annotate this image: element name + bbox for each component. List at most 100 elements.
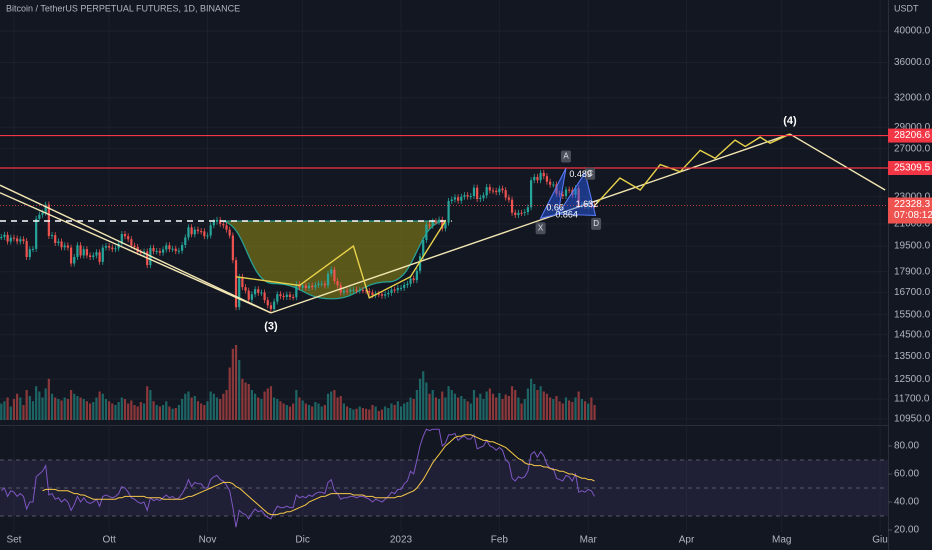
volume-bar	[323, 405, 326, 420]
candle	[114, 248, 117, 250]
candle	[377, 293, 380, 295]
volume-bar	[533, 384, 536, 420]
candle	[422, 239, 425, 257]
candle	[206, 235, 209, 237]
volume-bar	[520, 403, 523, 420]
candle	[161, 249, 165, 253]
candle	[336, 281, 339, 286]
candle	[209, 225, 212, 236]
volume-bar	[479, 393, 482, 420]
candle	[501, 188, 504, 191]
volume-bar	[507, 396, 510, 420]
rsi-tick-label: 60.00	[894, 469, 919, 480]
candle	[241, 276, 244, 288]
volume-bar	[50, 393, 54, 420]
volume-bar	[333, 390, 336, 420]
rsi-tick-label: 80.00	[894, 441, 919, 452]
candle	[482, 195, 485, 198]
candle	[95, 252, 98, 256]
candle	[155, 251, 158, 253]
volume-bar	[374, 406, 377, 420]
candle	[3, 234, 6, 237]
candle	[428, 224, 431, 226]
candle	[330, 269, 333, 274]
candle	[587, 203, 590, 206]
volume-bar	[355, 408, 358, 420]
volume-bar	[200, 403, 203, 420]
volume-bar	[307, 405, 311, 420]
volume-bar	[234, 345, 238, 420]
volume-bar	[158, 406, 161, 420]
annotation: A	[563, 152, 569, 161]
volume-bar	[460, 396, 463, 420]
volume-bar	[558, 401, 561, 420]
volume-bar	[514, 390, 517, 420]
x-tick-label: Apr	[679, 535, 695, 546]
candle	[31, 248, 35, 250]
volume-bar	[9, 406, 12, 420]
x-tick-label: Mar	[580, 535, 598, 546]
volume-bar	[73, 393, 76, 420]
candle	[345, 290, 349, 292]
volume-bar	[396, 401, 399, 420]
volume-bar	[266, 388, 269, 420]
candle	[276, 294, 279, 302]
candle	[253, 289, 257, 295]
volume-bar	[174, 408, 177, 420]
volume-bar	[193, 396, 196, 420]
volume-bar	[108, 401, 111, 420]
x-tick-label: Nov	[199, 535, 217, 546]
y-tick-label: 27000.0	[894, 143, 931, 154]
candle	[257, 289, 260, 293]
volume-bar	[536, 390, 539, 420]
volume-bar	[504, 394, 507, 420]
volume-bar	[320, 406, 323, 420]
candle	[361, 290, 365, 292]
volume-bar	[549, 397, 552, 420]
candle	[292, 296, 295, 298]
candle	[409, 278, 412, 284]
candle	[285, 294, 288, 297]
candle	[447, 200, 450, 223]
candle	[320, 283, 323, 285]
harmonic-pattern	[539, 167, 567, 219]
price-level-tag	[888, 128, 932, 143]
candle	[526, 207, 530, 213]
volume-bar	[152, 401, 155, 420]
volume-bar	[298, 397, 301, 420]
volume-bar	[136, 406, 139, 420]
candle	[215, 219, 219, 222]
volume-bar	[425, 382, 428, 420]
candle	[561, 194, 564, 197]
candle	[564, 189, 568, 197]
volume-bar	[120, 397, 123, 420]
candle	[545, 176, 549, 182]
candle	[244, 287, 247, 291]
volume-bar	[257, 397, 260, 420]
candle	[247, 290, 250, 300]
price-level-tag	[888, 161, 932, 176]
volume-bar	[447, 386, 450, 420]
candle	[174, 248, 177, 252]
volume-bar	[44, 388, 47, 420]
y-tick-label: 10950.0	[894, 413, 931, 424]
volume-bar	[54, 397, 57, 420]
candle	[304, 285, 307, 289]
volume-bar	[66, 399, 69, 420]
volume-bar	[123, 399, 127, 420]
volume-bar	[273, 397, 276, 420]
candle	[130, 239, 133, 246]
candle	[16, 238, 19, 242]
candle	[476, 187, 479, 200]
candle	[352, 289, 355, 291]
trend-line	[789, 133, 886, 191]
volume-bar	[60, 400, 63, 420]
volume-bar	[418, 378, 422, 420]
trend-line	[0, 184, 272, 314]
candle	[12, 237, 16, 239]
candle	[441, 219, 444, 229]
candle	[418, 256, 422, 271]
volume-bar	[539, 386, 542, 420]
candle	[158, 251, 161, 253]
candle	[488, 187, 491, 191]
